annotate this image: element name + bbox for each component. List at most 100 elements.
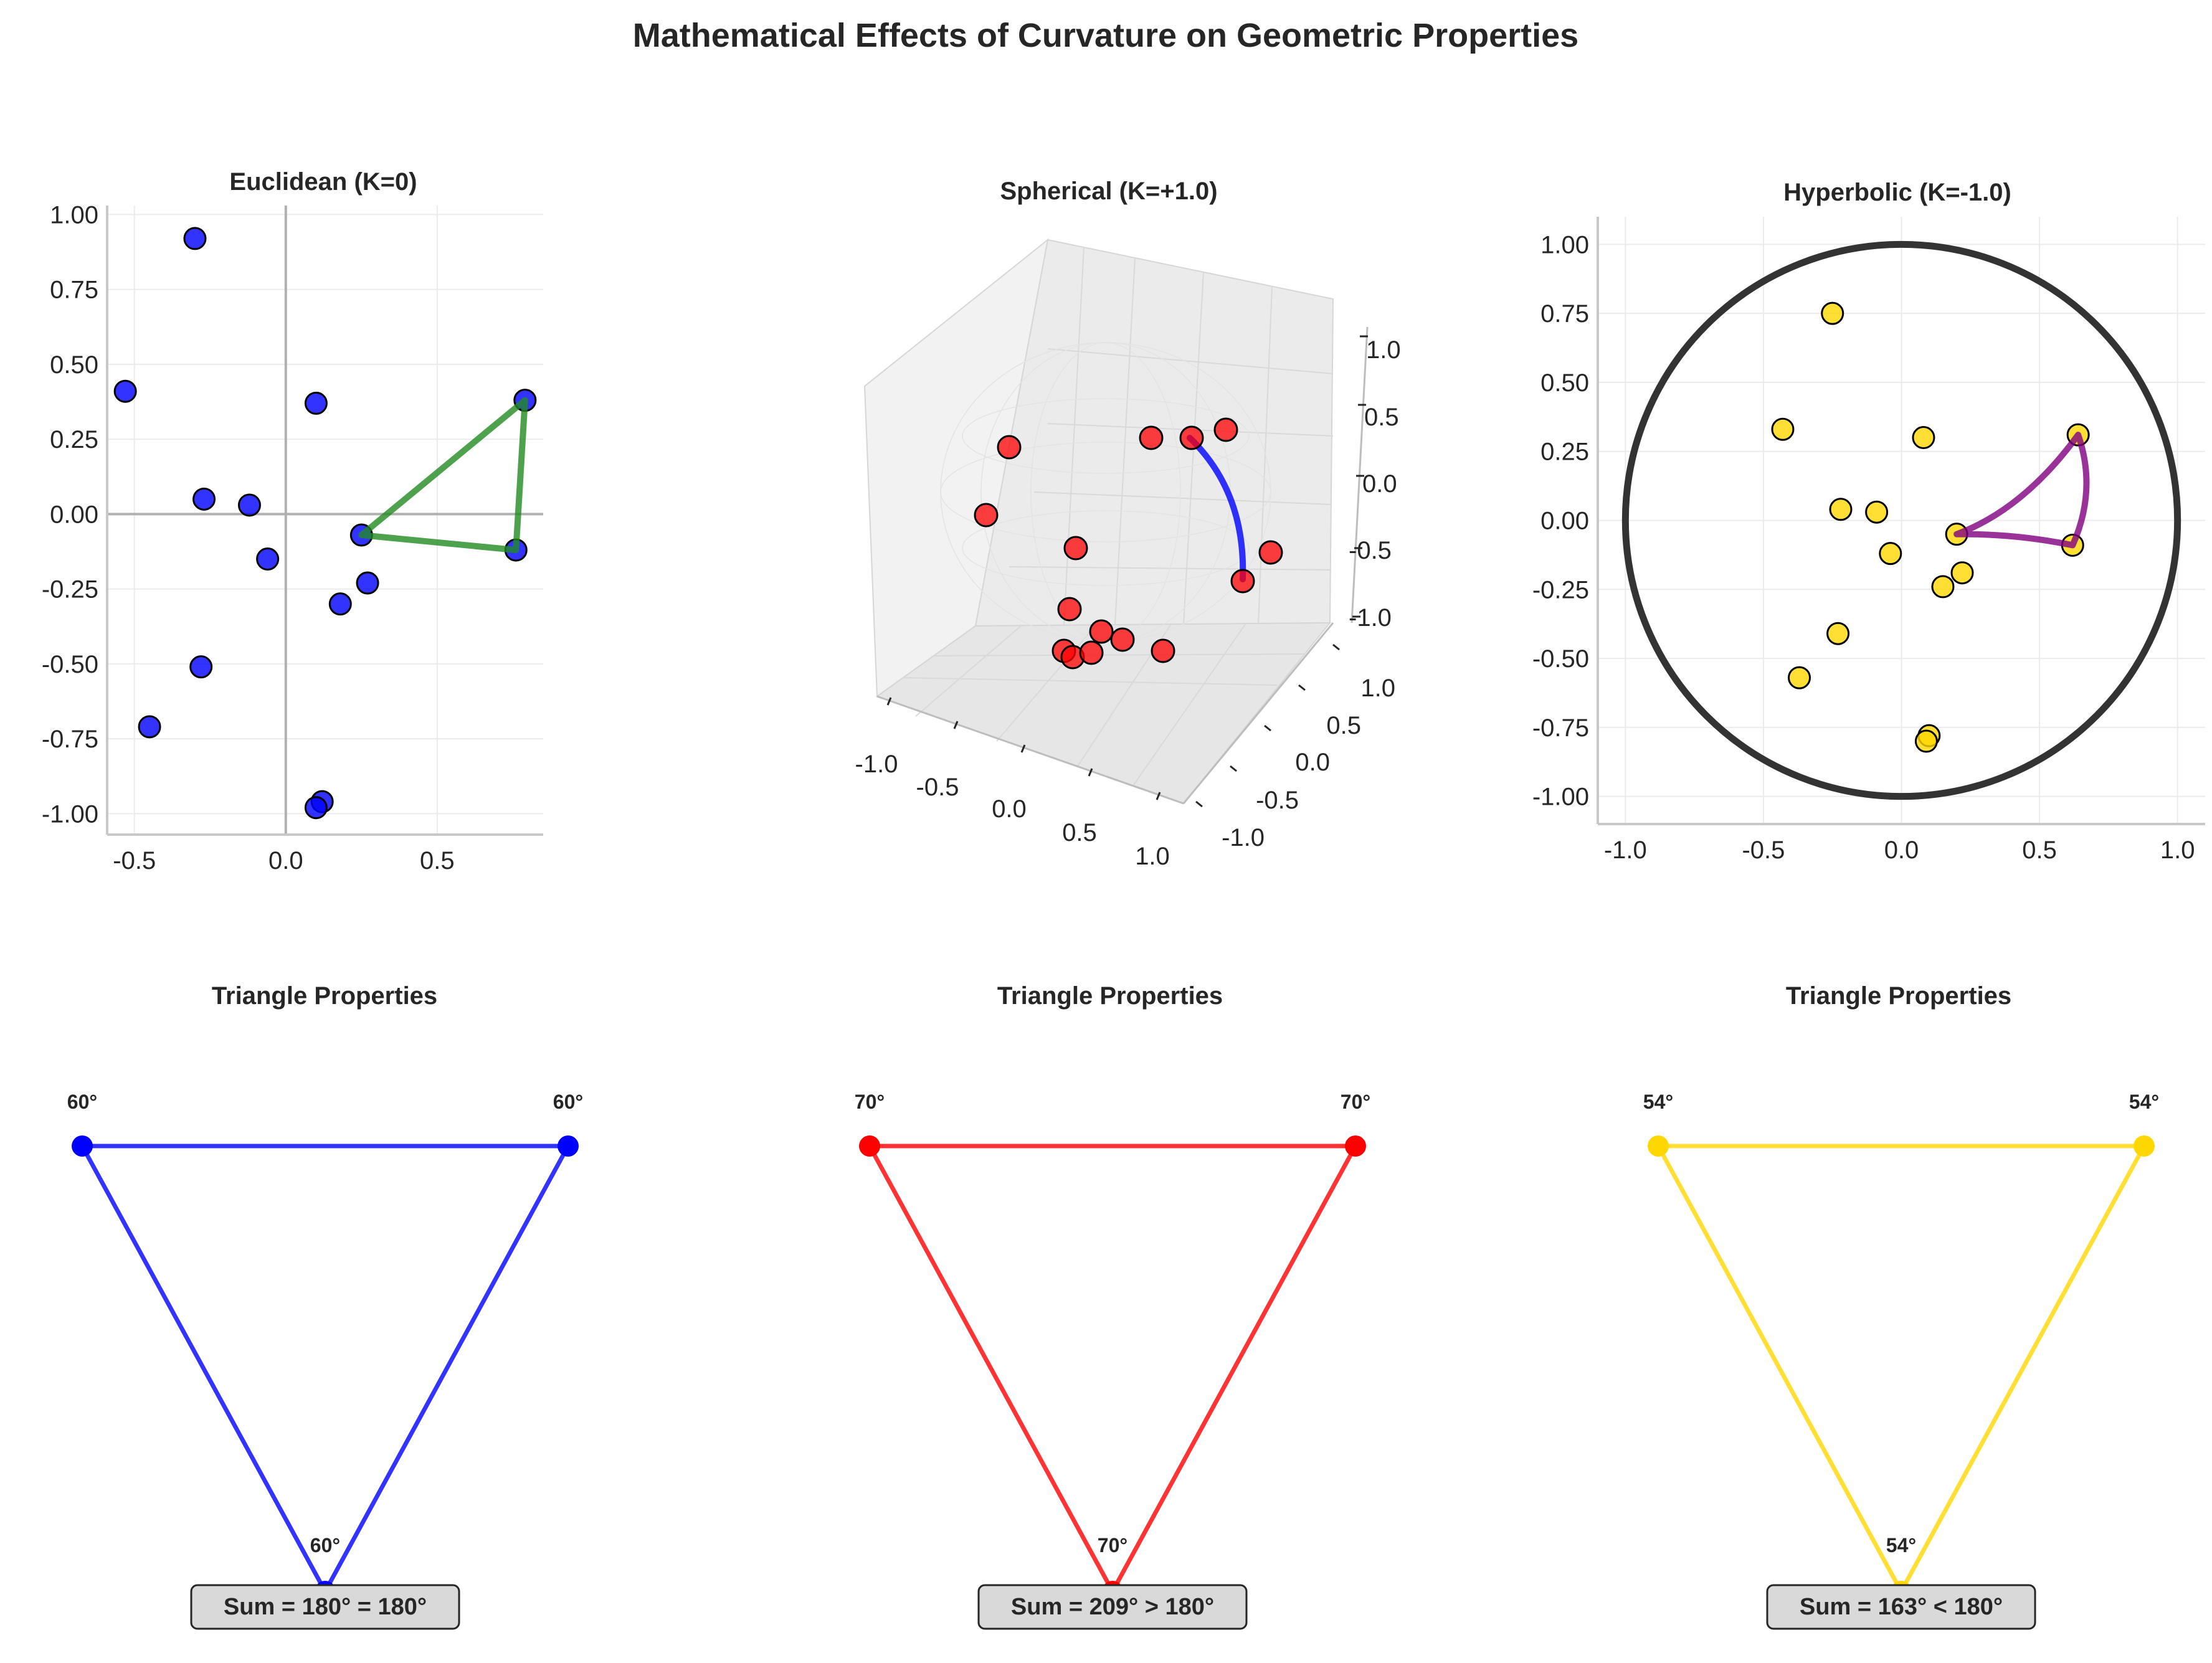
x-tick-label: -1.0 [1604,836,1647,864]
angle-label: 54° [2129,1091,2159,1113]
data-point [356,571,379,595]
triangle-properties-euclidean: Triangle Properties 60° 60° 60° Sum = 180° … [67,982,583,1630]
triangle-vertex [1345,1135,1366,1157]
x-tick-label: 0.0 [268,847,303,874]
data-point [1063,536,1088,561]
spherical-y-tick-labels: 1.0 0.5 0.0 -0.5 -1.0 [1222,675,1395,851]
spherical-geodesic [1187,435,1246,582]
angle-label: 54° [1643,1091,1673,1113]
triangle-vertex [72,1135,93,1157]
data-point [304,391,328,415]
z-axis-tick-marks [1352,335,1368,618]
sum-label: Sum = 209° > 180° [1011,1594,1214,1620]
angle-label: 70° [855,1091,885,1113]
triangle-outline [80,1144,571,1594]
data-point [1213,417,1238,442]
data-point [1110,627,1135,652]
y-tick-label: -0.50 [1532,645,1589,673]
data-point [1079,640,1104,665]
data-point [304,796,328,820]
triangle [358,397,528,554]
data-point [183,227,207,250]
triangle-outline [867,1144,1358,1594]
x-axis-tick-marks [886,697,1161,800]
spherical-3d-axes [863,238,1369,808]
x-axis-line [876,695,1184,805]
data-point [237,493,261,517]
data-point [1139,425,1164,450]
angle-label: 60° [553,1091,583,1113]
z-tick-label: -0.5 [1349,537,1392,564]
data-point [1931,575,1955,599]
x-tick-label: -0.5 [1742,836,1785,864]
spherical-z-tick-labels: 1.0 0.5 0.0 -0.5 -1.0 [1349,336,1401,632]
y-tick-label: -1.00 [42,800,98,828]
y-tick-label: -0.75 [1532,714,1589,742]
y-tick-label: 0.50 [50,351,98,379]
data-point [1914,729,1938,753]
triangle-outline [1656,1144,2147,1594]
triangle-vertex [2134,1135,2155,1157]
x-tick-label: 0.5 [2022,836,2057,864]
y-tick-label: 0.25 [1540,438,1589,466]
x-tick-label: 1.0 [2160,836,2195,864]
y-tick-label: -0.50 [42,651,98,678]
sum-label: Sum = 163° < 180° [1800,1594,2003,1620]
angle-label: 60° [67,1091,97,1113]
data-point [256,547,280,571]
data-point [1230,569,1255,594]
z-tick-label: 1.0 [1366,336,1401,364]
euclidean-title: Euclidean (K=0) [229,168,417,196]
y-tick-label: 0.00 [1540,508,1589,535]
sum-box [190,1584,460,1630]
data-point [1865,500,1889,524]
x-tick-label: -0.5 [113,847,156,874]
angle-label: 54° [1886,1534,1916,1556]
geodesic-triangle [1953,432,2090,549]
z-tick-label: 0.0 [1362,470,1397,498]
spherical-x-tick-labels: -1.0 -0.5 0.0 0.5 1.0 [855,751,1170,870]
data-point [1821,301,1844,325]
triangle-vertex [859,1135,880,1157]
sum-box [1766,1584,2036,1630]
data-point [1089,619,1114,644]
data-point [138,715,161,739]
data-point [974,503,999,528]
y-tick-label: -1.00 [1532,784,1589,811]
data-point [1771,417,1795,441]
spherical-panel: Spherical (K=+1.0) [855,178,1401,870]
triangle-properties-title: Triangle Properties [997,982,1223,1010]
y-tick-label: -1.0 [1222,824,1265,851]
data-point [1788,666,1811,689]
poincare-disk-boundary [1621,240,2181,800]
y-tick-label: 0.75 [1540,300,1589,328]
sum-box [977,1584,1248,1630]
spherical-title: Spherical (K=+1.0) [1000,178,1217,205]
y-tick-label: -0.5 [1256,787,1299,814]
hyperbolic-title: Hyperbolic (K=-1.0) [1783,179,2011,206]
angle-label: 70° [1341,1091,1370,1113]
data-point [192,487,216,511]
y-tick-label: 0.5 [1326,712,1361,739]
y-tick-label: 0.75 [50,277,98,304]
y-tick-label: 0.50 [1540,369,1589,397]
hyperbolic-panel: Hyperbolic (K=-1.0) -1.0 -0.5 0.0 0.5 1.0 1.0… [1532,179,2205,864]
x-tick-label: 0.5 [1062,819,1097,846]
data-point [1879,542,1902,566]
data-point [1151,638,1175,663]
z-tick-label: 0.5 [1364,404,1399,431]
data-point [1258,540,1283,565]
triangle-properties-spherical: Triangle Properties 70° 70° 70° Sum = 209° … [855,982,1370,1630]
x-tick-label: 0.5 [420,847,455,874]
y-tick-label: 0.00 [50,501,98,528]
triangle-properties-title: Triangle Properties [212,982,437,1010]
data-point [189,655,213,679]
data-point [1950,561,1974,585]
data-point [113,379,137,403]
euclidean-panel: Euclidean (K=0) -0.5 0.0 0.5 1.00 0.75 0.50 0.… [42,168,543,874]
x-tick-label: 0.0 [992,795,1027,823]
data-point [1179,425,1204,450]
sum-label: Sum = 180° = 180° [224,1594,427,1620]
y-tick-label: 1.0 [1360,675,1395,702]
